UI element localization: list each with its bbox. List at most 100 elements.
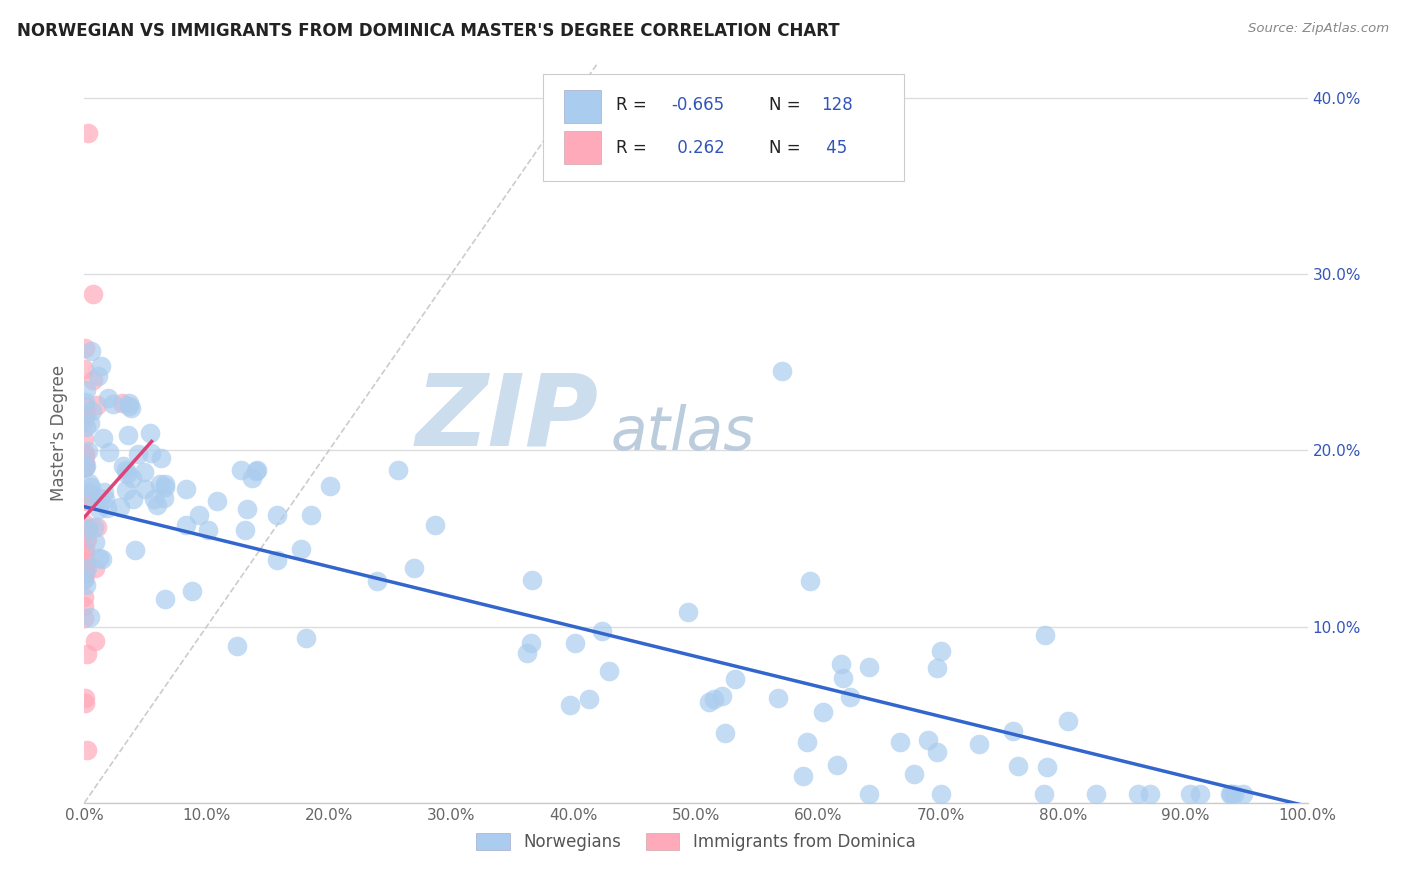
Point: [578, 692, 600, 706]
Point: [145, 498, 167, 512]
Y-axis label: Master's Degree: Master's Degree: [51, 365, 69, 500]
Point: [110, 500, 132, 515]
Point: [1222, 787, 1244, 801]
Point: [825, 758, 848, 772]
Point: [180, 584, 202, 599]
Point: [124, 542, 146, 557]
Point: [134, 482, 156, 496]
Point: [931, 787, 953, 801]
Text: -0.665: -0.665: [672, 96, 724, 114]
Point: [80, 343, 103, 358]
Point: [75, 407, 97, 421]
Point: [766, 691, 789, 706]
Point: [77, 126, 100, 140]
Point: [917, 732, 939, 747]
Point: [79, 488, 101, 502]
Point: [121, 470, 143, 484]
Point: [87, 369, 110, 384]
Point: [1057, 714, 1080, 728]
Point: [86, 398, 108, 412]
Point: [929, 644, 952, 658]
Point: [139, 446, 162, 460]
Point: [246, 462, 269, 476]
Point: [75, 341, 97, 355]
Point: [207, 493, 229, 508]
Point: [73, 456, 96, 470]
Point: [73, 460, 96, 475]
Point: [90, 359, 112, 374]
Point: [1085, 787, 1108, 801]
Point: [73, 599, 96, 613]
Point: [1033, 787, 1056, 801]
FancyBboxPatch shape: [564, 130, 600, 164]
Point: [73, 455, 96, 469]
Point: [197, 524, 219, 538]
FancyBboxPatch shape: [543, 73, 904, 181]
Point: [73, 516, 96, 531]
Point: [114, 463, 136, 477]
Point: [423, 518, 446, 533]
Point: [76, 522, 98, 536]
Text: 128: 128: [821, 96, 852, 114]
Point: [591, 624, 613, 638]
Point: [1178, 787, 1201, 801]
Point: [153, 591, 176, 606]
Point: [516, 646, 538, 660]
Point: [122, 492, 145, 507]
Point: [143, 491, 166, 506]
Point: [832, 671, 855, 685]
Point: [75, 578, 97, 592]
Point: [96, 501, 118, 516]
Point: [925, 745, 948, 759]
Point: [94, 492, 117, 507]
Point: [73, 572, 96, 586]
Point: [153, 477, 176, 491]
Point: [889, 735, 911, 749]
Point: [73, 409, 96, 423]
Point: [387, 463, 409, 477]
Point: [266, 508, 288, 522]
Point: [149, 477, 172, 491]
Text: R =: R =: [616, 138, 652, 157]
Point: [80, 480, 103, 494]
Point: [73, 546, 96, 560]
Point: [231, 463, 253, 477]
Point: [903, 767, 925, 781]
Point: [75, 556, 97, 570]
Point: [1033, 627, 1056, 641]
Point: [82, 373, 104, 387]
Point: [830, 657, 852, 672]
Point: [97, 445, 120, 459]
Point: [75, 544, 97, 558]
Point: [77, 485, 100, 500]
Point: [714, 726, 737, 740]
Point: [82, 287, 104, 301]
Point: [245, 464, 267, 478]
Point: [1002, 724, 1025, 739]
Text: R =: R =: [616, 96, 652, 114]
Point: [120, 401, 142, 415]
Text: N =: N =: [769, 96, 801, 114]
Point: [1219, 787, 1241, 801]
Point: [91, 431, 114, 445]
Point: [703, 692, 725, 706]
Point: [80, 404, 103, 418]
Text: N =: N =: [769, 138, 801, 157]
Point: [83, 519, 105, 533]
Point: [84, 535, 107, 549]
Point: [83, 634, 105, 648]
Point: [73, 611, 96, 625]
Text: ZIP: ZIP: [415, 369, 598, 467]
Point: [1007, 759, 1029, 773]
Point: [76, 533, 98, 547]
Point: [73, 414, 96, 428]
Point: [295, 631, 318, 645]
Point: [73, 492, 96, 507]
Point: [76, 494, 98, 508]
Point: [73, 559, 96, 574]
Point: [73, 432, 96, 446]
Point: [79, 610, 101, 624]
Point: [89, 550, 111, 565]
Point: [75, 448, 97, 462]
Point: [132, 465, 155, 479]
